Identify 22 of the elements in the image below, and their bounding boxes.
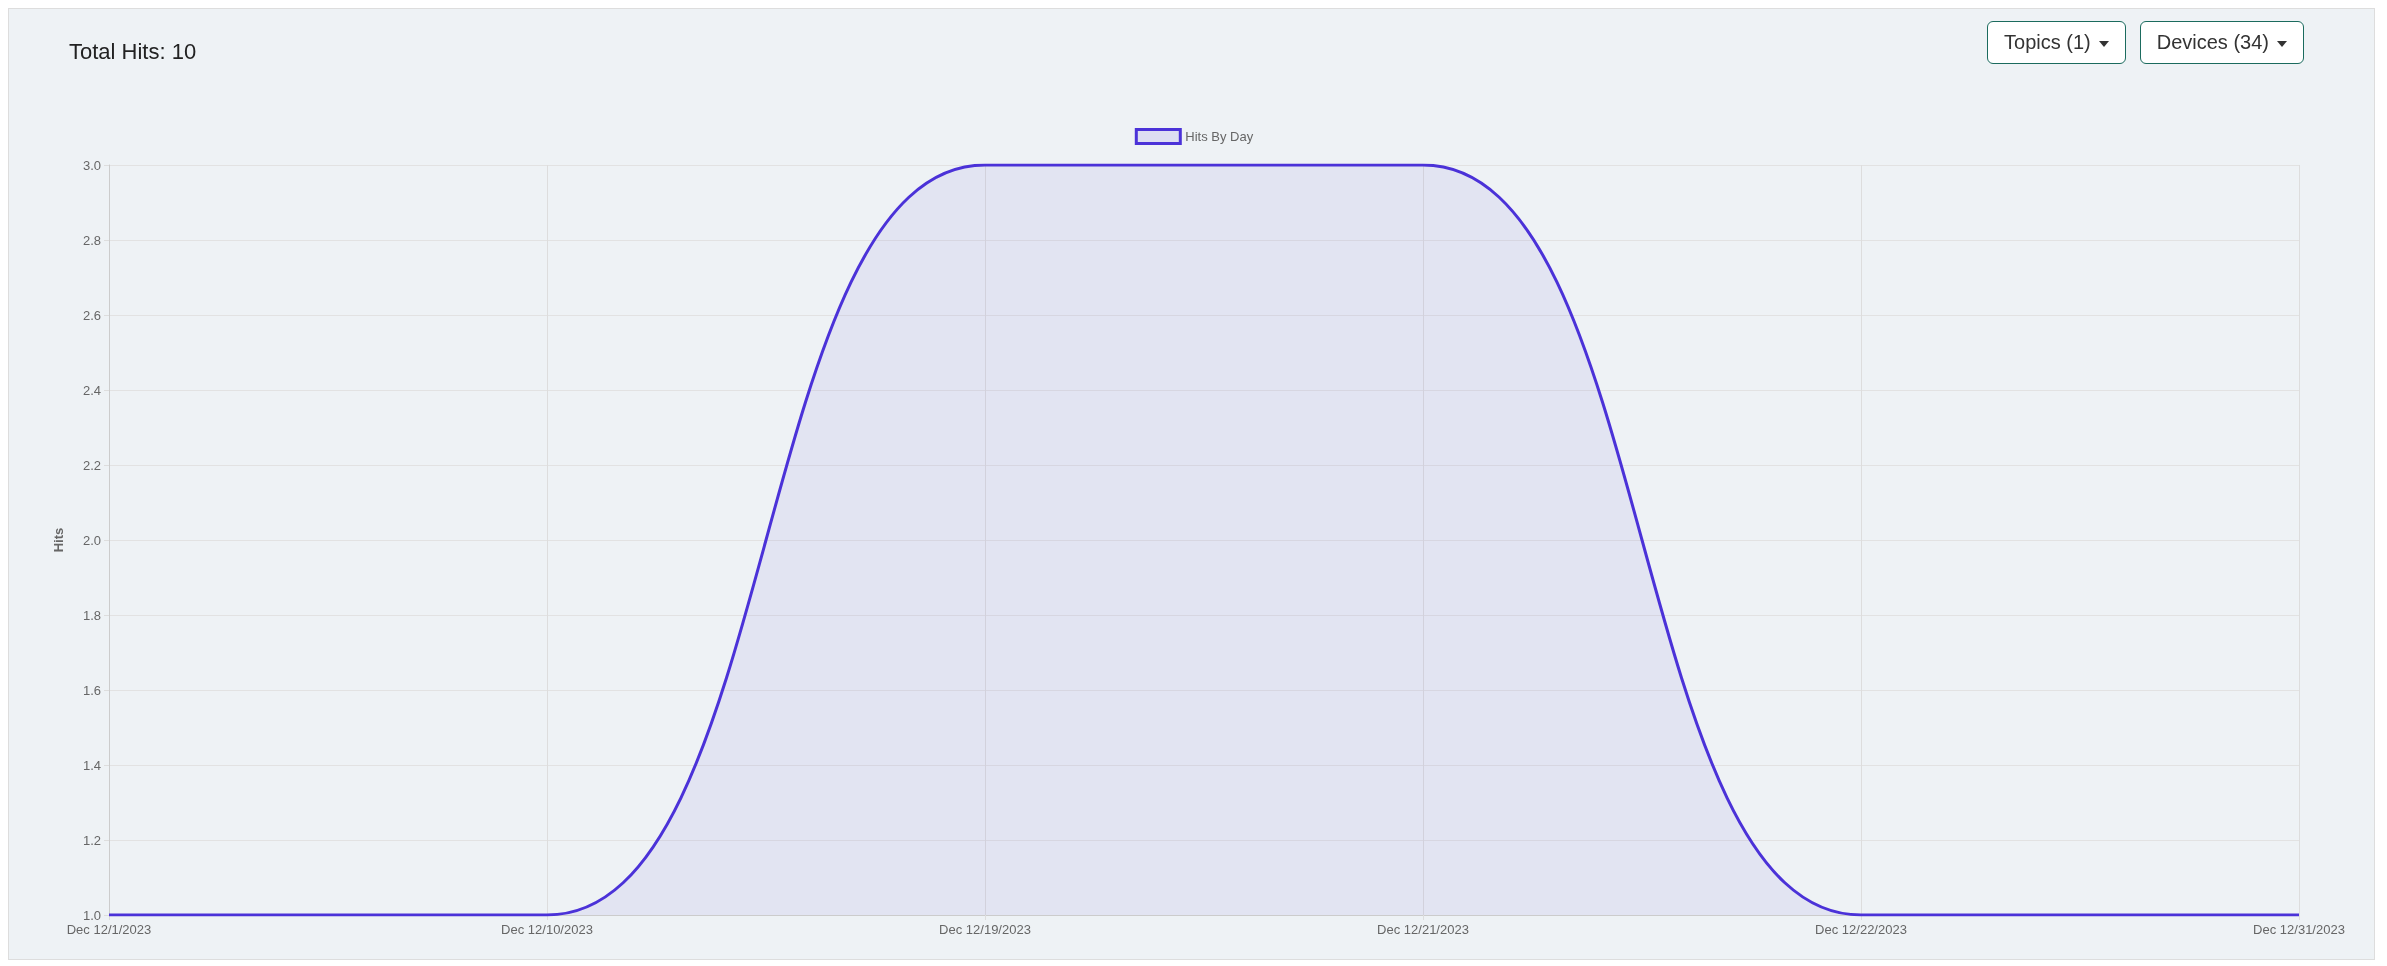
x-tick-label: Dec 12/21/2023 xyxy=(1377,922,1469,937)
y-tick-label: 1.6 xyxy=(82,682,101,698)
y-tick-label: 2.6 xyxy=(82,307,101,323)
y-tick-label: 1.2 xyxy=(82,832,101,848)
dropdown-button: Devices (34) xyxy=(2139,21,2304,64)
y-tick-label: 3.0 xyxy=(82,157,101,173)
y-tick-label: 2.8 xyxy=(82,232,101,248)
x-tick-label: Dec 12/19/2023 xyxy=(939,922,1031,937)
x-tick-label: Dec 12/31/2023 xyxy=(2253,922,2345,937)
legend-label: Hits By Day xyxy=(1185,129,1254,144)
x-tick-label: Dec 12/10/2023 xyxy=(501,922,593,937)
y-tick-label: 2.4 xyxy=(82,382,101,398)
x-tick-label: Dec 12/1/2023 xyxy=(66,922,152,937)
y-tick-label: 2.0 xyxy=(82,532,101,548)
y-axis-title: Hits xyxy=(51,527,66,553)
chart-title: Total Hits: 10 xyxy=(69,39,197,65)
y-tick-label: 1.4 xyxy=(82,757,101,773)
y-tick-label: 1.0 xyxy=(82,907,101,923)
x-tick-label: Dec 12/22/2023 xyxy=(1815,922,1907,937)
y-tick-label: 1.8 xyxy=(82,607,101,623)
dropdown-button: Topics (1) xyxy=(1987,21,2126,64)
y-tick-label: 2.2 xyxy=(82,457,101,473)
